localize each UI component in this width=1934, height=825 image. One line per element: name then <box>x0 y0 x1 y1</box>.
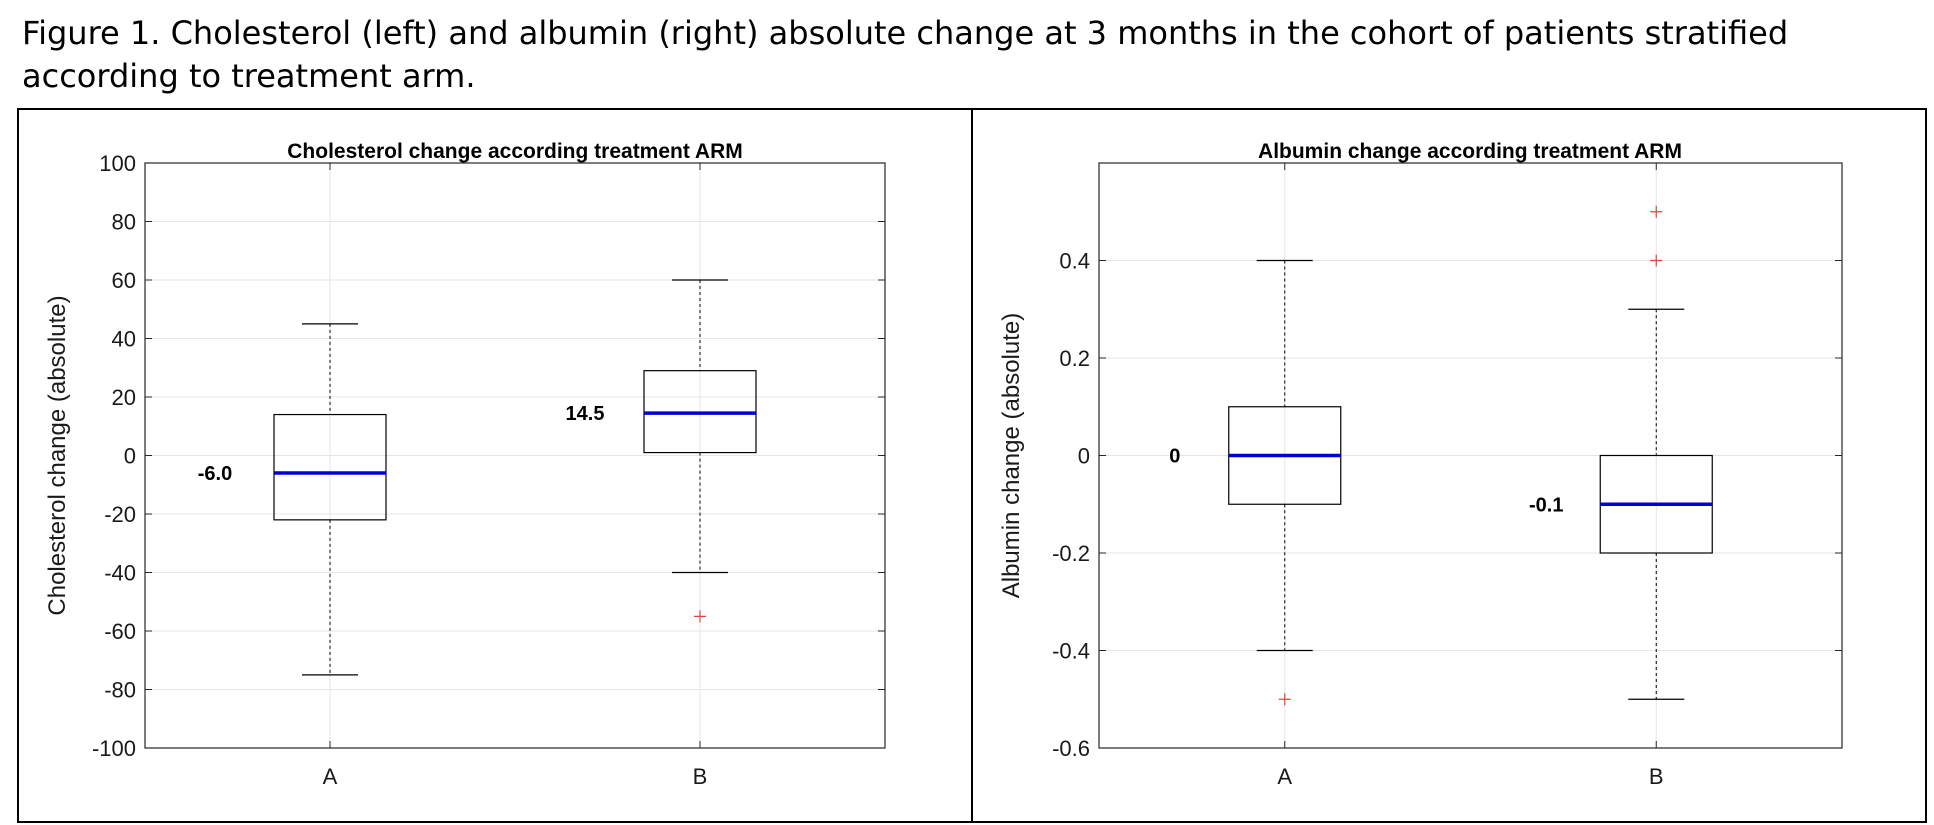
y-tick-label: -100 <box>92 736 136 761</box>
y-tick-label: 60 <box>112 268 136 293</box>
chart-panel-2: 0.4 0.2 0 -0.2 -0.4 -0.6 A B Albumin change acco… <box>998 140 1843 789</box>
y-tick-label: -80 <box>104 678 136 703</box>
x-tick-label: B <box>1649 764 1664 789</box>
median-value-label: -0.1 <box>1529 494 1563 516</box>
y-tick-label: -60 <box>104 619 136 644</box>
chart-panel-1: 100 80 60 40 20 0 -20 -40 -60 -80 -100 A B Cholestero… <box>44 140 886 789</box>
y-tick-label: 0.2 <box>1059 346 1090 371</box>
x-tick-label: A <box>323 764 338 789</box>
outlier-marker <box>694 610 706 623</box>
y-tick-label: 0.4 <box>1059 249 1090 274</box>
y-axis-label: Cholesterol change (absolute) <box>44 295 71 615</box>
y-tick-label: 80 <box>112 210 136 235</box>
box-A: 0 <box>1169 259 1342 706</box>
panel-divider <box>971 108 973 823</box>
y-tick-label: 0 <box>124 444 136 469</box>
chart-title: Albumin change according treatment ARM <box>1258 140 1682 163</box>
outlier-marker <box>1278 693 1291 706</box>
chart-title: Cholesterol change according treatment A… <box>287 140 742 163</box>
x-tick-label: B <box>693 764 708 789</box>
iqr-box <box>273 413 387 521</box>
y-tick-label: -20 <box>104 502 136 527</box>
x-tick-label: A <box>1277 764 1292 789</box>
box-B: 14.5 <box>566 279 757 623</box>
y-tick-label: 100 <box>99 151 136 176</box>
y-tick-label: 40 <box>112 327 136 352</box>
median-value-label: 0 <box>1169 446 1180 468</box>
outlier-marker <box>1650 205 1663 218</box>
y-tick-label: -0.2 <box>1052 541 1090 566</box>
y-axis-label: Albumin change (absolute) <box>998 313 1025 599</box>
box-B: -0.1 <box>1529 205 1713 700</box>
outlier-marker <box>1650 254 1663 267</box>
figure-caption: Figure 1. Cholesterol (left) and albumin… <box>22 14 1789 95</box>
y-tick-label: 20 <box>112 385 136 410</box>
y-tick-label: -40 <box>104 561 136 586</box>
median-value-label: -6.0 <box>198 463 232 485</box>
y-tick-label: 0 <box>1078 444 1090 469</box>
y-tick-label: -0.4 <box>1052 639 1090 664</box>
box-A: -6.0 <box>198 323 387 676</box>
median-value-label: 14.5 <box>566 403 605 425</box>
y-tick-label: -0.6 <box>1052 736 1090 761</box>
